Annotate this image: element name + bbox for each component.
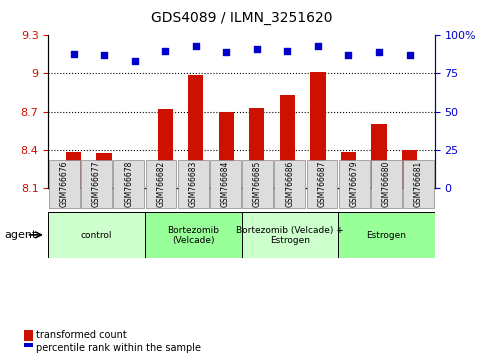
FancyBboxPatch shape bbox=[274, 160, 305, 208]
Text: GSM766681: GSM766681 bbox=[414, 161, 423, 207]
Point bbox=[375, 49, 383, 55]
Point bbox=[406, 52, 413, 58]
Point bbox=[161, 48, 169, 53]
FancyBboxPatch shape bbox=[178, 160, 209, 208]
FancyBboxPatch shape bbox=[49, 160, 80, 208]
Bar bbox=[219, 112, 234, 188]
Text: Estrogen: Estrogen bbox=[367, 231, 406, 240]
FancyBboxPatch shape bbox=[338, 212, 435, 258]
Text: GSM766682: GSM766682 bbox=[156, 161, 166, 207]
Point bbox=[284, 48, 291, 53]
Bar bbox=[66, 152, 81, 188]
Text: GSM766683: GSM766683 bbox=[189, 161, 198, 207]
Text: GSM766687: GSM766687 bbox=[317, 161, 327, 207]
Bar bbox=[97, 153, 112, 188]
Text: agent: agent bbox=[5, 230, 37, 240]
FancyBboxPatch shape bbox=[81, 160, 112, 208]
FancyBboxPatch shape bbox=[242, 160, 273, 208]
Point bbox=[344, 52, 352, 58]
Text: GDS4089 / ILMN_3251620: GDS4089 / ILMN_3251620 bbox=[151, 11, 332, 25]
Text: GSM766677: GSM766677 bbox=[92, 161, 101, 207]
FancyBboxPatch shape bbox=[210, 160, 241, 208]
Text: GSM766680: GSM766680 bbox=[382, 161, 391, 207]
Bar bbox=[371, 124, 386, 188]
Text: Bortezomib (Velcade) +
Estrogen: Bortezomib (Velcade) + Estrogen bbox=[236, 226, 344, 245]
Text: GSM766684: GSM766684 bbox=[221, 161, 230, 207]
Bar bbox=[24, 343, 33, 353]
Bar bbox=[341, 152, 356, 188]
Text: percentile rank within the sample: percentile rank within the sample bbox=[36, 343, 201, 353]
Text: transformed count: transformed count bbox=[36, 330, 127, 340]
Point bbox=[131, 58, 139, 64]
Text: GSM766685: GSM766685 bbox=[253, 161, 262, 207]
Text: Bortezomib
(Velcade): Bortezomib (Velcade) bbox=[167, 226, 219, 245]
Point bbox=[253, 46, 261, 52]
Bar bbox=[280, 95, 295, 188]
FancyBboxPatch shape bbox=[145, 212, 242, 258]
Point bbox=[192, 43, 199, 49]
Text: GSM766676: GSM766676 bbox=[60, 161, 69, 207]
Bar bbox=[310, 72, 326, 188]
FancyBboxPatch shape bbox=[114, 160, 144, 208]
Bar bbox=[188, 75, 203, 188]
Text: GSM766679: GSM766679 bbox=[350, 161, 359, 207]
FancyBboxPatch shape bbox=[307, 160, 338, 208]
Point bbox=[100, 52, 108, 58]
Point bbox=[222, 49, 230, 55]
FancyBboxPatch shape bbox=[371, 160, 402, 208]
Bar bbox=[24, 330, 33, 341]
FancyBboxPatch shape bbox=[339, 160, 369, 208]
FancyBboxPatch shape bbox=[403, 160, 434, 208]
Text: GSM766678: GSM766678 bbox=[124, 161, 133, 207]
Point bbox=[70, 51, 77, 57]
Point bbox=[314, 43, 322, 49]
Bar bbox=[249, 108, 264, 188]
Bar bbox=[157, 109, 173, 188]
Bar bbox=[402, 149, 417, 188]
FancyBboxPatch shape bbox=[145, 160, 176, 208]
Text: GSM766686: GSM766686 bbox=[285, 161, 294, 207]
FancyBboxPatch shape bbox=[48, 212, 145, 258]
Bar bbox=[127, 183, 142, 188]
FancyBboxPatch shape bbox=[242, 212, 338, 258]
Text: control: control bbox=[81, 231, 113, 240]
